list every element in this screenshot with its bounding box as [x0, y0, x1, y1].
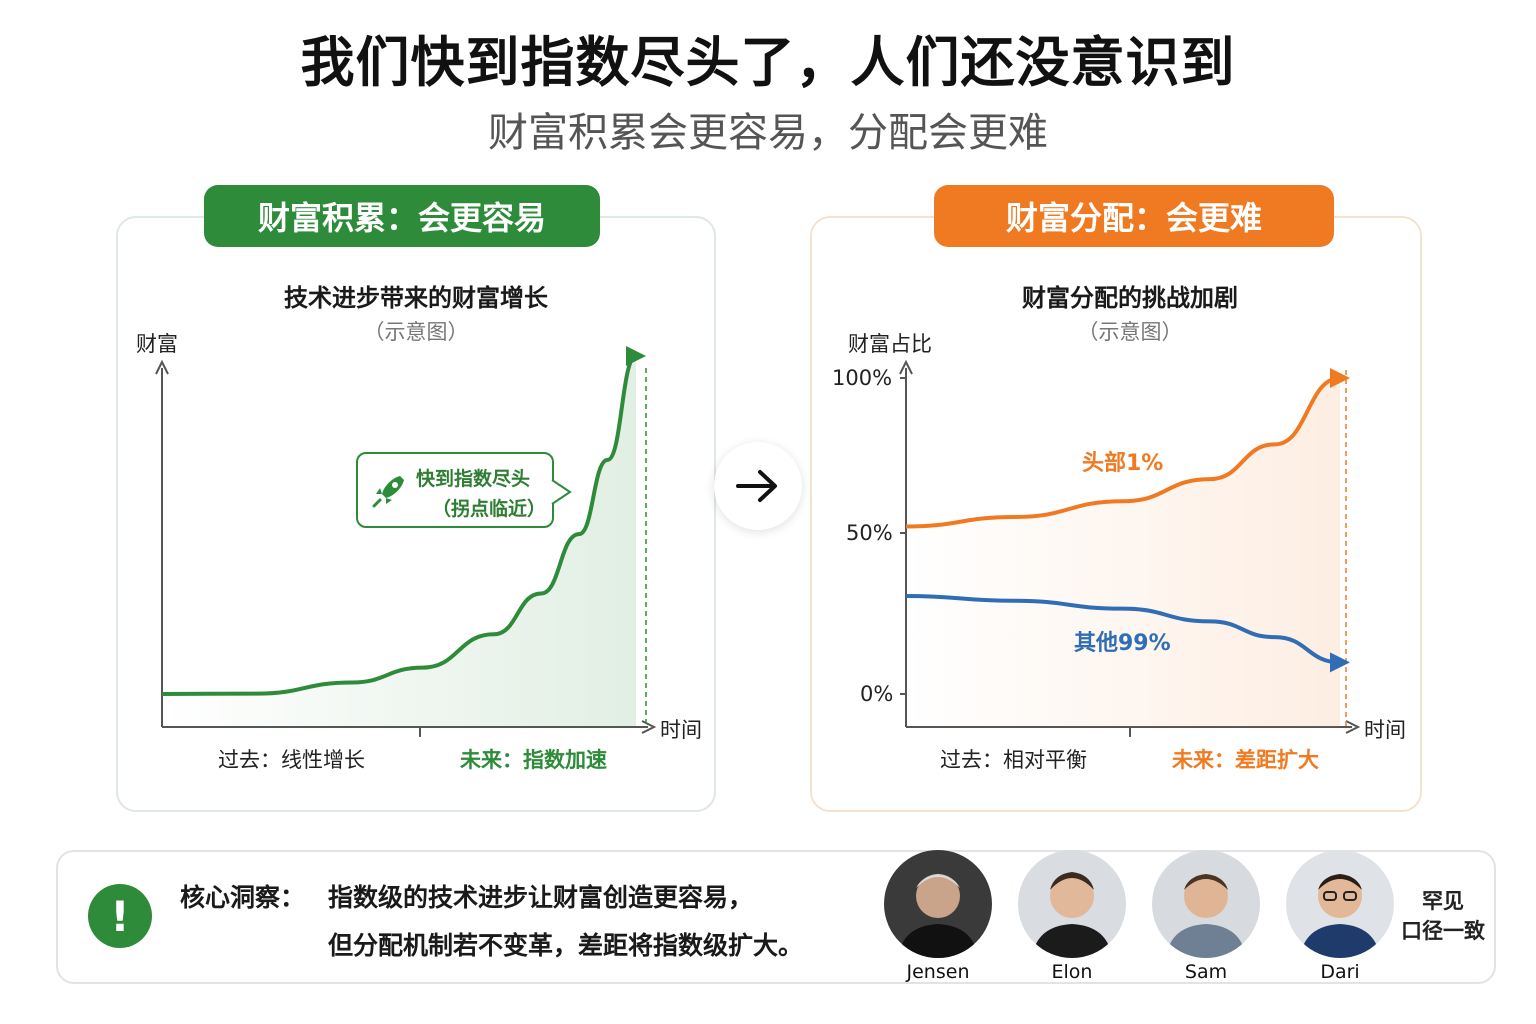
accumulation-badge: 财富积累：会更容易	[204, 185, 600, 247]
arrow-right-icon	[736, 470, 777, 502]
right-x-axis-arrow	[1345, 720, 1361, 734]
insight-line1: 指数级的技术进步让财富创造更容易，	[328, 883, 754, 912]
left-growth-area	[162, 356, 636, 727]
avatar-dari	[1286, 850, 1394, 958]
name-dari: Dari	[1320, 961, 1360, 983]
avatar-sam	[1152, 850, 1260, 958]
right-future-label: 未来：差距扩大	[1172, 748, 1319, 772]
left-x-axis-label: 时间	[660, 718, 702, 742]
name-elon: Elon	[1051, 961, 1093, 983]
exclamation-icon: !	[88, 884, 152, 948]
left-chart-subtitle: （示意图）	[363, 320, 469, 344]
right-chart-subtitle: （示意图）	[1077, 320, 1183, 344]
name-jensen: Jensen	[906, 961, 970, 983]
left-y-axis-arrow	[155, 359, 169, 375]
avatar-elon	[1018, 850, 1126, 958]
tick-label-50: 50%	[846, 521, 893, 545]
left-y-axis-label: 财富	[136, 332, 178, 356]
tick-label-0: 0%	[860, 682, 894, 706]
left-past-label: 过去：线性增长	[218, 748, 365, 772]
right-y-axis-arrow	[899, 359, 913, 375]
insight-line2: 但分配机制若不变革，差距将指数级扩大。	[328, 931, 804, 960]
avatar-jensen	[884, 850, 992, 958]
name-sam: Sam	[1184, 961, 1228, 983]
rocket-icon	[372, 476, 404, 508]
top-1-percent-label: 头部1%	[1082, 450, 1163, 476]
page-subtitle: 财富积累会更容易，分配会更难	[488, 110, 1048, 156]
rare-consensus-line1: 罕见	[1422, 889, 1464, 913]
transition-arrow	[714, 442, 802, 530]
callout-line2: （拐点临近）	[432, 498, 547, 520]
rare-consensus-label: 罕见 口径一致	[1398, 886, 1488, 946]
rare-consensus-line2: 口径一致	[1401, 919, 1485, 943]
wealth-growth-line	[161, 346, 646, 696]
right-chart-title: 财富分配的挑战加剧	[1022, 284, 1238, 312]
callout-line1: 快到指数尽头	[416, 468, 531, 490]
top-1-percent-line	[905, 368, 1350, 529]
callout-pointer	[551, 479, 572, 505]
distribution-badge: 财富分配：会更难	[934, 185, 1334, 247]
right-y-axis-label: 财富占比	[848, 332, 932, 356]
other-99-percent-label: 其他99%	[1074, 631, 1171, 656]
right-past-label: 过去：相对平衡	[940, 748, 1087, 772]
left-chart-title: 技术进步带来的财富增长	[284, 284, 548, 312]
insight-label: 核心洞察：	[180, 883, 306, 912]
tick-label-100: 100%	[832, 366, 893, 390]
right-gap-area	[906, 378, 1340, 727]
other-99-percent-line	[905, 594, 1350, 673]
left-future-label: 未来：指数加速	[460, 748, 607, 772]
right-x-axis-label: 时间	[1364, 718, 1406, 742]
page-title: 我们快到指数尽头了，人们还没意识到	[300, 31, 1236, 94]
